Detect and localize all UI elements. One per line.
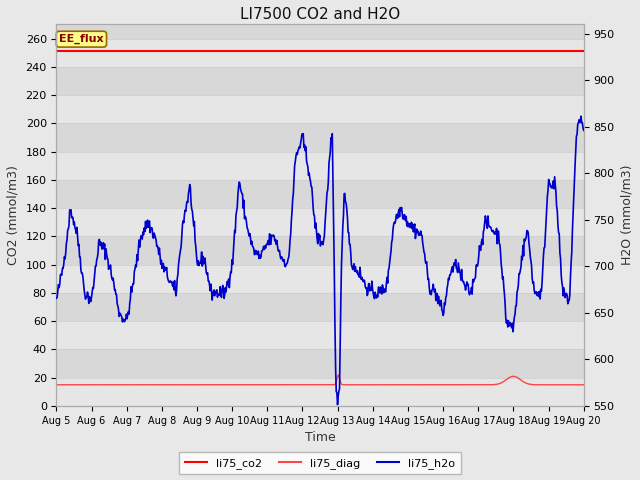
Bar xyxy=(56,95,584,123)
Line: li75_diag: li75_diag xyxy=(56,375,584,385)
li75_diag xyxy=(389,382,397,388)
Legend: li75_co2, li75_diag, li75_h2o: li75_co2, li75_diag, li75_h2o xyxy=(179,453,461,474)
li75_h2o xyxy=(453,266,461,272)
li75_diag xyxy=(373,382,381,388)
li75_diag xyxy=(334,372,342,378)
li75_h2o xyxy=(52,295,60,301)
li75_h2o xyxy=(373,292,381,298)
li75_diag xyxy=(453,382,461,388)
li75_diag xyxy=(85,382,93,388)
li75_diag xyxy=(52,382,60,388)
li75_h2o xyxy=(360,279,367,285)
Bar xyxy=(56,378,584,406)
Title: LI7500 CO2 and H2O: LI7500 CO2 and H2O xyxy=(240,7,400,22)
Bar xyxy=(56,152,584,180)
X-axis label: Time: Time xyxy=(305,431,335,444)
Bar xyxy=(56,38,584,67)
li75_h2o xyxy=(85,300,93,306)
Y-axis label: CO2 (mmol/m3): CO2 (mmol/m3) xyxy=(7,165,20,265)
Bar xyxy=(56,264,584,293)
li75_diag xyxy=(580,382,588,388)
li75_h2o xyxy=(508,322,515,327)
Bar xyxy=(56,321,584,349)
Bar xyxy=(56,208,584,237)
Text: EE_flux: EE_flux xyxy=(59,34,104,44)
li75_diag xyxy=(508,374,515,380)
li75_h2o xyxy=(580,128,588,133)
li75_h2o xyxy=(333,402,341,408)
li75_h2o xyxy=(389,227,397,232)
li75_diag xyxy=(360,382,367,388)
li75_h2o xyxy=(577,113,585,119)
Y-axis label: H2O (mmol/m3): H2O (mmol/m3) xyxy=(620,165,633,265)
Line: li75_h2o: li75_h2o xyxy=(56,116,584,405)
